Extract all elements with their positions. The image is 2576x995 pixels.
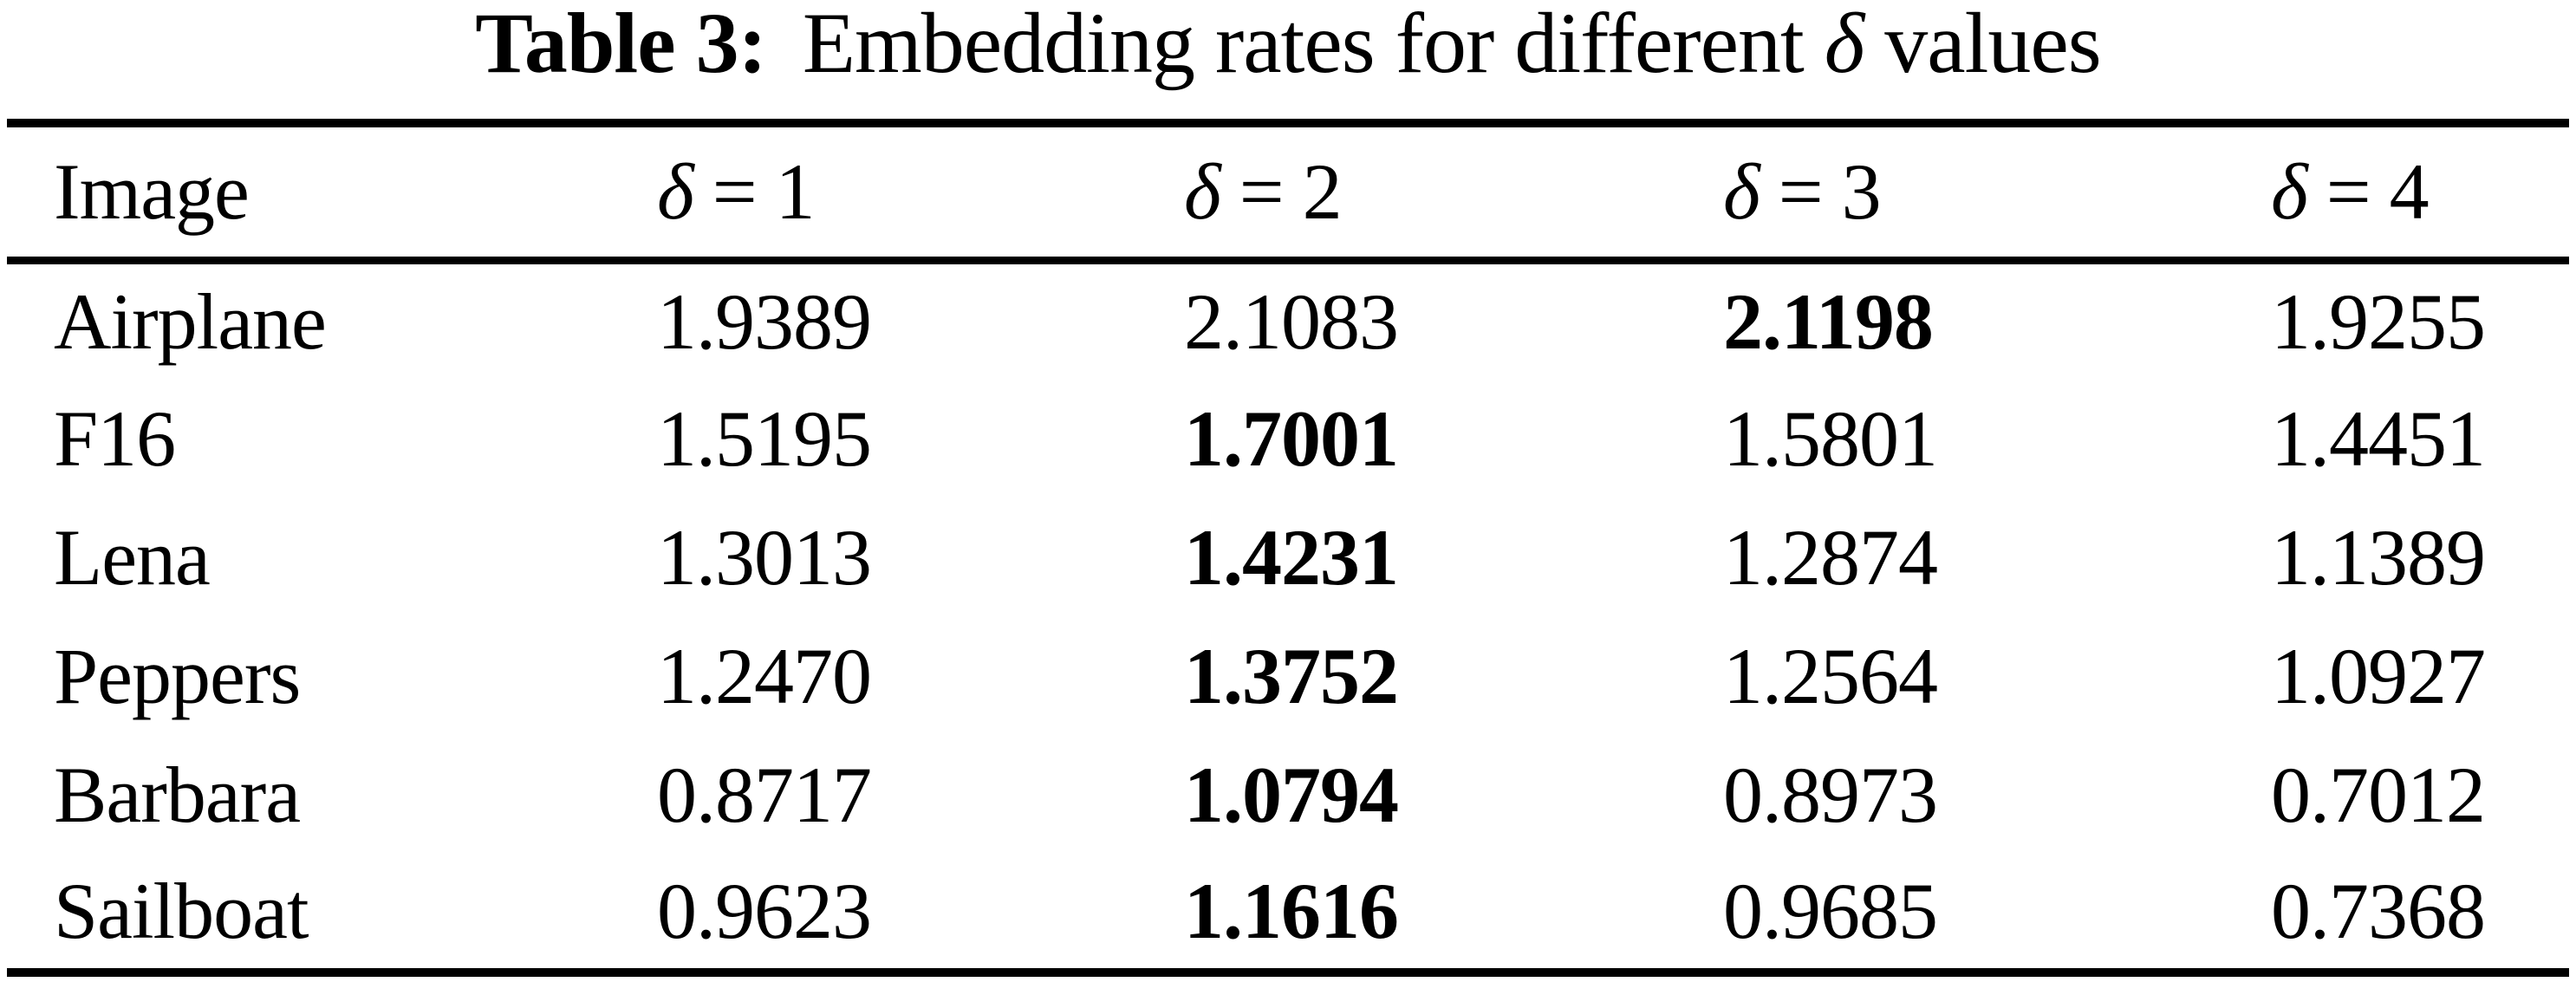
row-label: Barbara (54, 750, 301, 839)
row-label: Lena (54, 512, 211, 602)
cell-value: 1.7001 (1184, 393, 1399, 483)
cell-value: 1.4451 (2271, 393, 2486, 483)
caption-delta-symbol: δ (1824, 0, 1864, 91)
table-row: Barbara 0.8717 1.0794 0.8973 0.7012 (7, 735, 2569, 854)
cell-value: 1.2470 (657, 631, 872, 720)
cell-value: 0.7012 (2271, 750, 2486, 839)
caption-label: Table 3: (475, 0, 767, 91)
table-row: Lena 1.3013 1.4231 1.2874 1.1389 (7, 498, 2569, 616)
header-row: Image δ = 1 δ = 2 δ = 3 δ = 4 (7, 123, 2569, 264)
cell-value: 1.0794 (1184, 750, 1399, 839)
cell-value: 2.1083 (1184, 276, 1399, 366)
table-row: Sailboat 0.9623 1.1616 0.9685 0.7368 (7, 854, 2569, 972)
column-header-delta-2: δ = 2 (1184, 123, 1723, 264)
column-header-delta-3: δ = 3 (1723, 123, 2271, 264)
cell-value: 0.8973 (1723, 750, 1938, 839)
table-caption: Table 3: Embedding rates for different δ … (0, 0, 2576, 92)
column-header-image: Image (7, 123, 657, 264)
embedding-rates-table: Image δ = 1 δ = 2 δ = 3 δ = 4 Airplane 1… (7, 119, 2569, 977)
row-label: Airplane (54, 276, 327, 366)
cell-value: 2.1198 (1723, 276, 1934, 366)
cell-value: 1.5801 (1723, 393, 1938, 483)
cell-value: 0.8717 (657, 750, 872, 839)
cell-value: 1.2874 (1723, 512, 1938, 602)
table-body: Airplane 1.9389 2.1083 2.1198 1.9255 F16… (7, 260, 2569, 972)
cell-value: 0.7368 (2271, 867, 2486, 955)
table-row: Airplane 1.9389 2.1083 2.1198 1.9255 (7, 260, 2569, 379)
row-label: Sailboat (54, 867, 309, 955)
row-label: Peppers (54, 631, 301, 720)
row-label: F16 (54, 393, 176, 483)
column-header-delta-1: δ = 1 (657, 123, 1184, 264)
cell-value: 1.5195 (657, 393, 872, 483)
cell-value: 1.3013 (657, 512, 872, 602)
cell-value: 0.9685 (1723, 867, 1938, 955)
caption-text-before-delta: Embedding rates for different (802, 0, 1825, 91)
caption-text-after-delta: values (1864, 0, 2101, 91)
cell-value: 1.1389 (2271, 512, 2486, 602)
table-row: Peppers 1.2470 1.3752 1.2564 1.0927 (7, 616, 2569, 735)
cell-value: 1.4231 (1184, 512, 1399, 602)
cell-value: 1.3752 (1184, 631, 1399, 720)
cell-value: 0.9623 (657, 867, 872, 955)
cell-value: 1.0927 (2271, 631, 2486, 720)
cell-value: 1.2564 (1723, 631, 1938, 720)
table-row: F16 1.5195 1.7001 1.5801 1.4451 (7, 379, 2569, 498)
cell-value: 1.1616 (1184, 867, 1399, 955)
column-header-delta-4: δ = 4 (2271, 123, 2569, 264)
cell-value: 1.9389 (657, 276, 872, 366)
cell-value: 1.9255 (2271, 276, 2486, 366)
